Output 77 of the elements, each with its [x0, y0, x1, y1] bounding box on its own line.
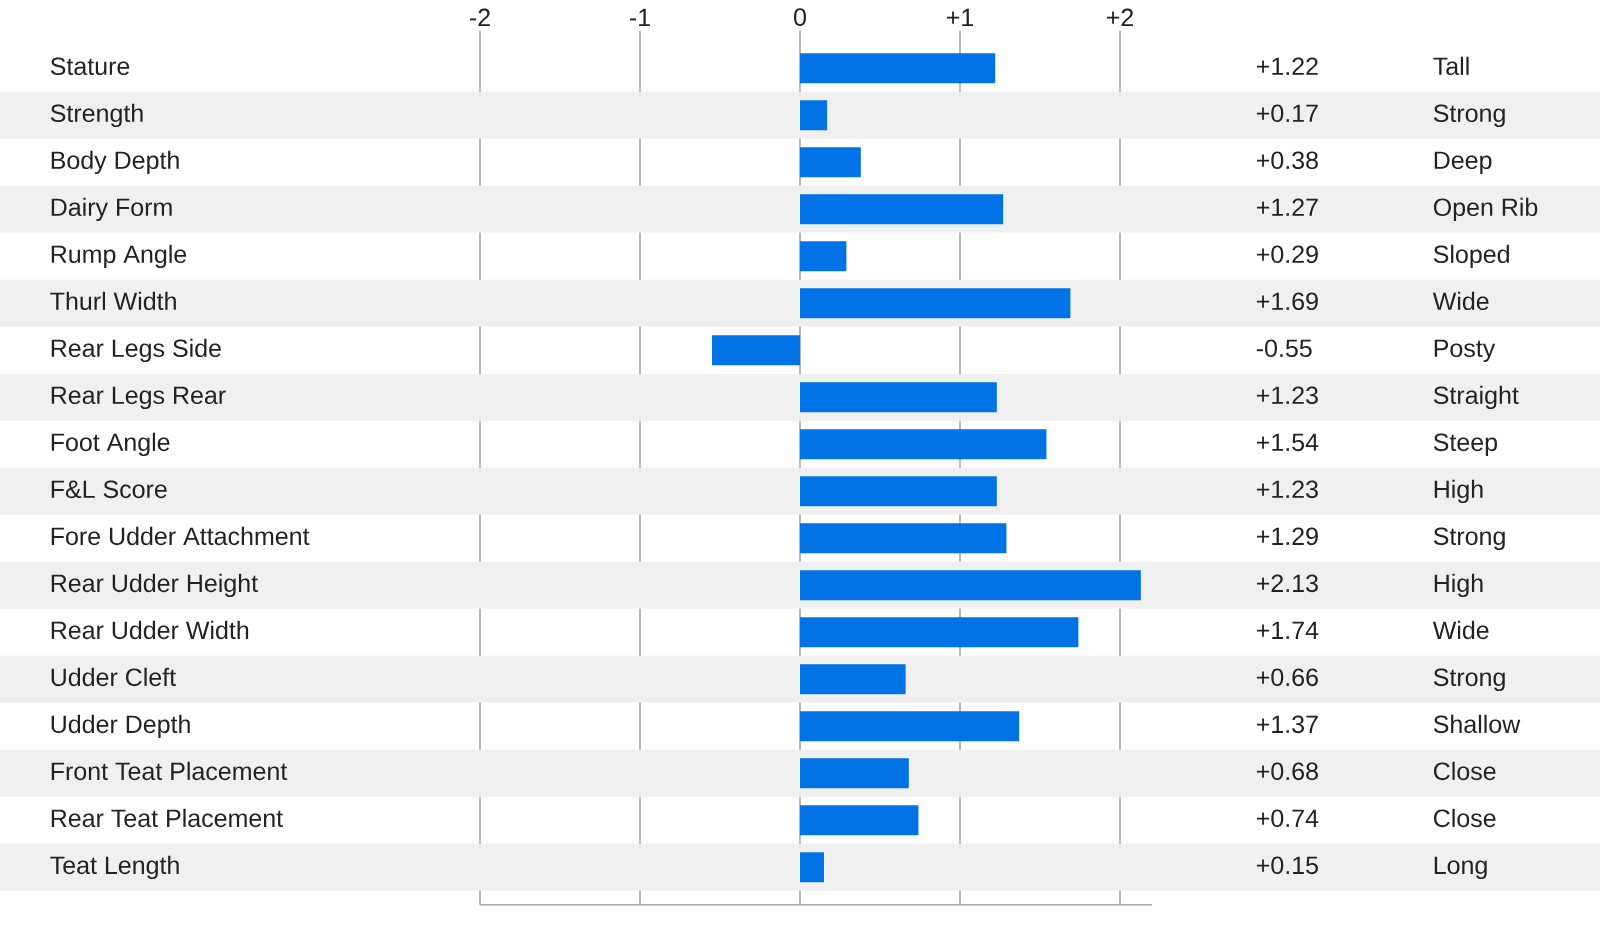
y-tick-label: Rear Legs Side [51, 338, 221, 363]
bar [800, 476, 997, 507]
bar [800, 288, 1071, 319]
y-tick-label: Thurl Width [50, 291, 176, 311]
y-tick-label: Stature [50, 57, 130, 76]
text: Deep [1434, 151, 1492, 175]
text: Close [1433, 761, 1496, 781]
data-label: -0.55 [1256, 339, 1312, 358]
data-label: +1.23 [1256, 386, 1318, 405]
bar [800, 711, 1020, 742]
y-tick-label: Rump Angle [51, 244, 187, 269]
y-tick-label: Udder Depth [51, 714, 190, 739]
bar [800, 570, 1141, 601]
text: Posty [1434, 339, 1496, 363]
text: Sloped [1433, 244, 1509, 269]
x-tick-label: -1 [629, 8, 650, 27]
text: Wide [1432, 620, 1489, 640]
text: Strong [1433, 527, 1505, 551]
bar [800, 241, 847, 272]
y-tick-label: Udder Cleft [51, 667, 176, 687]
x-tick-label: +1 [946, 8, 974, 27]
text: Close [1433, 808, 1496, 828]
y-tick-label: Dairy Form [51, 197, 172, 222]
y-tick-label: F&L Score [51, 480, 167, 499]
y-tick-label: Rear Legs Rear [51, 386, 226, 410]
text: Wide [1432, 291, 1489, 311]
data-label: +0.66 [1256, 668, 1318, 687]
data-label: +1.23 [1256, 480, 1318, 499]
bar [800, 523, 1007, 554]
bar [800, 194, 1004, 225]
data-label: +1.37 [1256, 715, 1318, 734]
text: Tall [1433, 56, 1469, 76]
bar [800, 617, 1079, 648]
bar [800, 852, 824, 883]
x-tick-label: -2 [469, 8, 490, 27]
y-tick-label: Rear Teat Placement [51, 808, 283, 828]
data-label: +1.27 [1256, 198, 1318, 216]
data-label: +1.29 [1256, 527, 1318, 546]
data-label: +1.69 [1256, 292, 1318, 311]
data-label: +0.38 [1256, 151, 1318, 170]
bar [800, 758, 909, 789]
bar [800, 147, 861, 178]
y-tick-label: Front Teat Placement [51, 761, 288, 781]
text: High [1434, 573, 1483, 598]
x-tick-label: 0 [794, 8, 806, 27]
y-tick-label: Strength [50, 103, 143, 128]
y-tick-label: Teat Length [50, 855, 179, 880]
y-tick-label: Fore Udder Attachment [51, 526, 310, 546]
text: Shallow [1433, 714, 1521, 734]
text: Strong [1433, 668, 1505, 692]
bar [800, 429, 1047, 460]
y-tick-label: Rear Udder Width [51, 620, 249, 640]
data-label: +1.54 [1256, 433, 1319, 452]
text: Open Rib [1433, 197, 1538, 222]
y-tick-label: Rear Udder Height [51, 573, 258, 598]
bar [800, 805, 919, 836]
text: Steep [1433, 433, 1498, 457]
text: Strong [1433, 104, 1505, 128]
data-label: +0.29 [1256, 245, 1318, 264]
bar [800, 100, 828, 131]
data-label: +0.15 [1256, 856, 1318, 875]
data-label: +0.68 [1256, 762, 1318, 781]
y-tick-label: Foot Angle [51, 432, 170, 457]
bar [712, 335, 801, 366]
data-label: +0.74 [1256, 809, 1319, 828]
data-label: +2.13 [1256, 574, 1318, 593]
data-label: +1.74 [1256, 621, 1319, 639]
bar [800, 664, 906, 695]
data-label: +0.17 [1256, 104, 1318, 123]
y-tick-label: Body Depth [51, 150, 179, 175]
x-tick-label: +2 [1106, 8, 1133, 27]
text: High [1434, 479, 1483, 504]
bar [800, 382, 997, 413]
bar [800, 53, 996, 84]
data-label: +1.22 [1256, 57, 1318, 75]
text: Straight [1433, 385, 1519, 410]
text: Long [1434, 856, 1487, 880]
